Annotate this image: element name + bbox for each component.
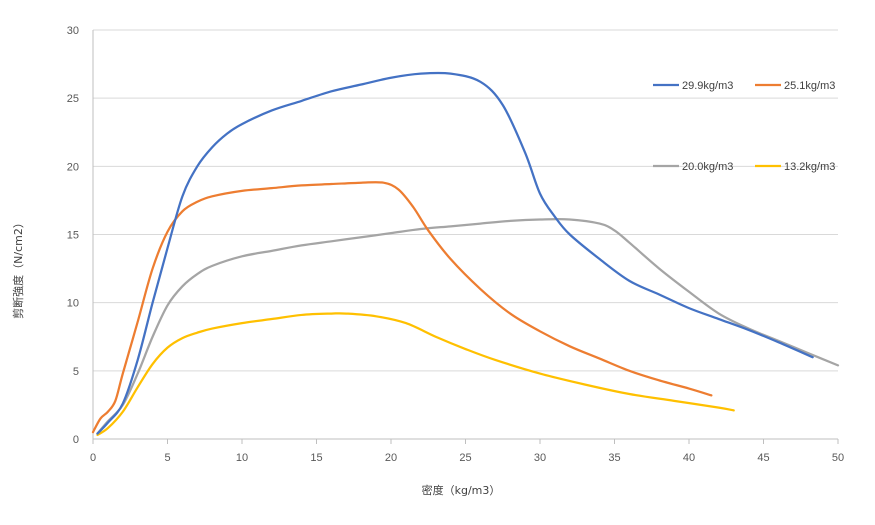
series-line-2 — [91, 181, 713, 434]
x-tick-label: 20 — [385, 452, 397, 464]
legend-label: 29.9kg/m3 — [682, 80, 733, 92]
legend-label: 20.0kg/m3 — [682, 161, 733, 173]
y-tick-label: 5 — [73, 366, 79, 378]
y-tick-label: 25 — [67, 93, 79, 105]
series-line-4 — [96, 312, 735, 437]
x-axis-title: 密度（kg/m3） — [422, 483, 501, 497]
legend: 29.9kg/m3 25.1kg/m3 20.0kg/m3 13.2kg/m3 — [653, 80, 835, 173]
x-tick-label: 40 — [683, 452, 695, 464]
gridlines — [93, 29, 838, 372]
series-line-1 — [96, 71, 814, 435]
x-tick-label: 15 — [310, 452, 322, 464]
series-lines — [91, 71, 840, 437]
x-tick-label: 5 — [164, 452, 170, 464]
tick-labels: 0 5 10 15 20 25 30 0 5 10 15 20 25 30 35 40 45 50 — [67, 25, 844, 464]
x-tick-label: 0 — [90, 452, 96, 464]
legend-label: 13.2kg/m3 — [784, 161, 835, 173]
y-axis-title: 剪断強度（N/cm2） — [11, 217, 25, 319]
x-tick-label: 45 — [757, 452, 769, 464]
y-tick-label: 15 — [67, 230, 79, 242]
y-tick-label: 20 — [67, 161, 79, 173]
y-tick-label: 0 — [73, 434, 79, 446]
x-tick-label: 25 — [459, 452, 471, 464]
x-tick-label: 10 — [236, 452, 248, 464]
y-tick-label: 10 — [67, 298, 79, 310]
x-tick-label: 35 — [608, 452, 620, 464]
series-line-3 — [96, 218, 840, 435]
legend-label: 25.1kg/m3 — [784, 80, 835, 92]
x-tick-label: 30 — [534, 452, 546, 464]
y-tick-label: 30 — [67, 25, 79, 37]
axes — [92, 30, 839, 444]
x-tick-label: 50 — [832, 452, 844, 464]
